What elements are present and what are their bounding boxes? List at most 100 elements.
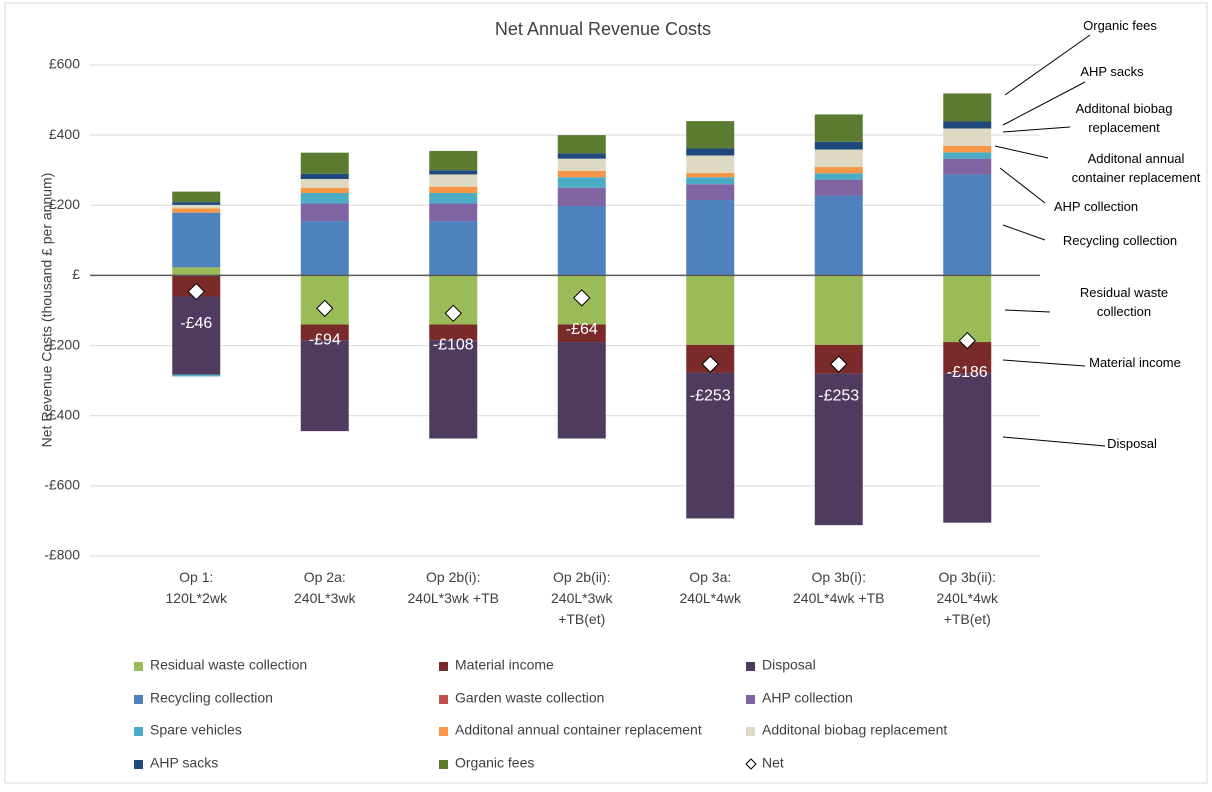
bar-segment	[300, 173, 349, 179]
x-tick-label: Op 1: 120L*2wk	[166, 569, 228, 606]
leader-line	[1002, 359, 1086, 367]
bar-segment	[172, 204, 221, 209]
leader-line	[1002, 224, 1046, 241]
legend-label: Material income	[455, 657, 554, 673]
bar-segment	[557, 135, 606, 154]
net-label: -£253	[818, 387, 859, 404]
bar-segment	[686, 372, 735, 519]
bar-segment	[300, 152, 349, 174]
y-tick-label: -£800	[44, 547, 80, 563]
legend-swatch	[134, 662, 143, 671]
legend-swatch	[746, 662, 755, 671]
leader-line	[1002, 126, 1071, 133]
y-tick-label: -£400	[44, 406, 80, 422]
annotation: Organic fees	[1083, 18, 1157, 33]
bar-segment	[686, 121, 735, 149]
net-label: -£108	[433, 337, 474, 354]
bar-segment	[814, 195, 863, 276]
bar-segment	[943, 174, 992, 276]
bar-segment	[300, 187, 349, 194]
net-marker	[701, 355, 719, 373]
bar-segment	[686, 200, 735, 276]
legend-label: Additonal annual container replacement	[455, 722, 702, 738]
net-label: -£46	[180, 315, 212, 332]
bar-segment	[557, 177, 606, 188]
bar-segment	[814, 179, 863, 196]
bar-segment	[172, 267, 221, 276]
bar-segment	[814, 275, 863, 345]
y-tick-label: -£200	[44, 336, 80, 352]
legend-label: Disposal	[762, 657, 816, 673]
bar-segment	[943, 121, 992, 129]
y-tick-label: £200	[49, 196, 80, 212]
net-label: -£64	[566, 321, 598, 338]
bar-segment	[429, 340, 478, 439]
legend-label: Additonal biobag replacement	[762, 722, 947, 738]
legend-swatch	[439, 727, 448, 736]
bar-segment	[172, 212, 221, 268]
net-label: -£94	[309, 332, 341, 349]
net-marker	[573, 289, 591, 307]
bar-segment	[172, 374, 221, 377]
bar-segment	[300, 203, 349, 222]
bar-segment	[557, 170, 606, 178]
annotation: Residual waste collection	[1080, 285, 1168, 319]
bar-segment	[429, 174, 478, 187]
net-marker	[444, 304, 462, 323]
chart-border	[4, 2, 1208, 784]
bar-segment	[429, 193, 478, 204]
bar-segment	[943, 93, 992, 122]
x-tick-label: Op 2b(i): 240L*3wk +TB	[408, 569, 499, 606]
x-tick-label: Op 3a: 240L*4wk	[680, 569, 742, 606]
bar-segment	[300, 178, 349, 188]
bar-segment	[300, 324, 349, 341]
bar-segment	[429, 203, 478, 222]
chart-title: Net Annual Revenue Costs	[495, 19, 711, 39]
legend-label: Residual waste collection	[150, 657, 307, 673]
bar-segment	[429, 221, 478, 276]
bar-segment	[943, 373, 992, 523]
bar-segment	[814, 114, 863, 142]
bar-segment	[429, 150, 478, 171]
bar-segment	[429, 170, 478, 175]
bar-segment	[943, 128, 992, 147]
bar-segment	[814, 149, 863, 168]
leader-line	[999, 167, 1046, 204]
legend-marker	[745, 758, 757, 770]
bar-segment	[300, 221, 349, 276]
y-tick-label: £400	[49, 126, 80, 142]
x-tick-label: Op 2a: 240L*3wk	[294, 569, 356, 606]
legend-swatch	[746, 695, 755, 704]
leader-line	[1002, 436, 1106, 447]
annotation: Material income	[1089, 355, 1181, 370]
bar-segment	[172, 191, 221, 203]
bar-segment	[943, 158, 992, 175]
x-tick-label: Op 3b(i): 240L*4wk +TB	[793, 569, 884, 606]
annotation: Additonal biobag replacement	[1076, 101, 1173, 135]
bar-segment	[686, 148, 735, 156]
bar-segment	[686, 275, 735, 345]
legend-swatch	[134, 695, 143, 704]
net-marker	[316, 299, 334, 318]
legend-label: Recycling collection	[150, 690, 273, 706]
legend-swatch	[439, 760, 448, 769]
bar-segment	[686, 155, 735, 174]
bar-segment	[686, 173, 735, 178]
bar-segment	[172, 208, 221, 213]
bar-segment	[943, 275, 992, 343]
leader-line	[1002, 81, 1086, 126]
bar-segment	[172, 202, 221, 205]
net-marker	[830, 355, 848, 373]
bar-segment	[557, 153, 606, 159]
bar-segment	[557, 342, 606, 439]
leader-line	[1004, 34, 1091, 96]
bar-segment	[686, 184, 735, 201]
legend-swatch	[439, 695, 448, 704]
bar-segment	[814, 141, 863, 150]
annotation: Additonal annual container replacement	[1072, 151, 1201, 185]
legend-label: Spare vehicles	[150, 722, 242, 738]
net-label: -£253	[690, 387, 731, 404]
bar-segment	[814, 167, 863, 174]
legend-label: Organic fees	[455, 755, 534, 771]
